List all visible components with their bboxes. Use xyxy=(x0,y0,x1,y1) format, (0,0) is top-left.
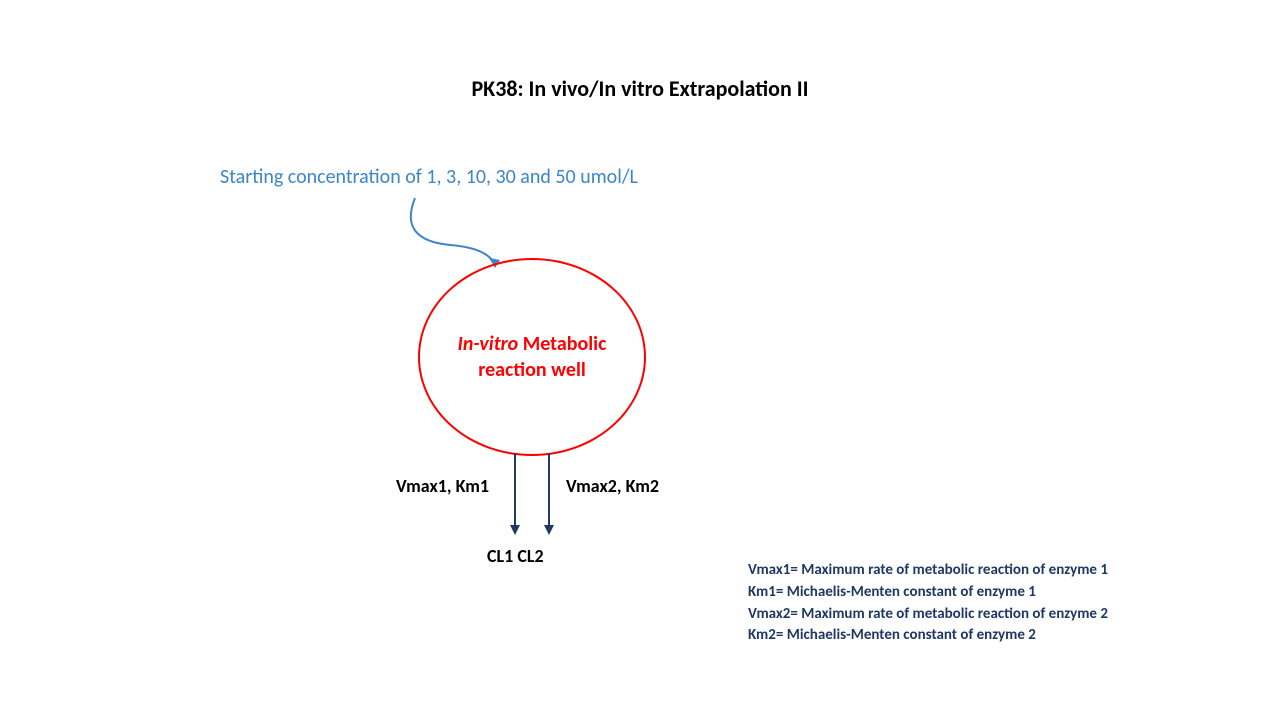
legend-line-4: Km2= Michaelis-Menten constant of enzyme… xyxy=(748,625,1108,647)
legend-line-1: Vmax1= Maximum rate of metabolic reactio… xyxy=(748,560,1108,582)
reaction-well-label: In-vitro Metabolic reaction well xyxy=(440,331,624,383)
starting-concentration-label: Starting concentration of 1, 3, 10, 30 a… xyxy=(220,165,638,189)
page-title: PK38: In vivo/In vitro Extrapolation II xyxy=(0,75,1280,102)
legend-box: Vmax1= Maximum rate of metabolic reactio… xyxy=(748,560,1108,647)
clearance-labels: CL1 CL2 xyxy=(487,545,544,567)
params-right-label: Vmax2, Km2 xyxy=(566,475,659,497)
clearance-arrow-1 xyxy=(514,453,516,533)
legend-line-2: Km1= Michaelis-Menten constant of enzyme… xyxy=(748,582,1108,604)
invitro-italic: In-vitro xyxy=(458,332,519,356)
legend-line-3: Vmax2= Maximum rate of metabolic reactio… xyxy=(748,604,1108,626)
params-left-label: Vmax1, Km1 xyxy=(396,475,489,497)
reaction-well-node: In-vitro Metabolic reaction well xyxy=(418,258,646,456)
clearance-arrow-2 xyxy=(548,453,550,533)
